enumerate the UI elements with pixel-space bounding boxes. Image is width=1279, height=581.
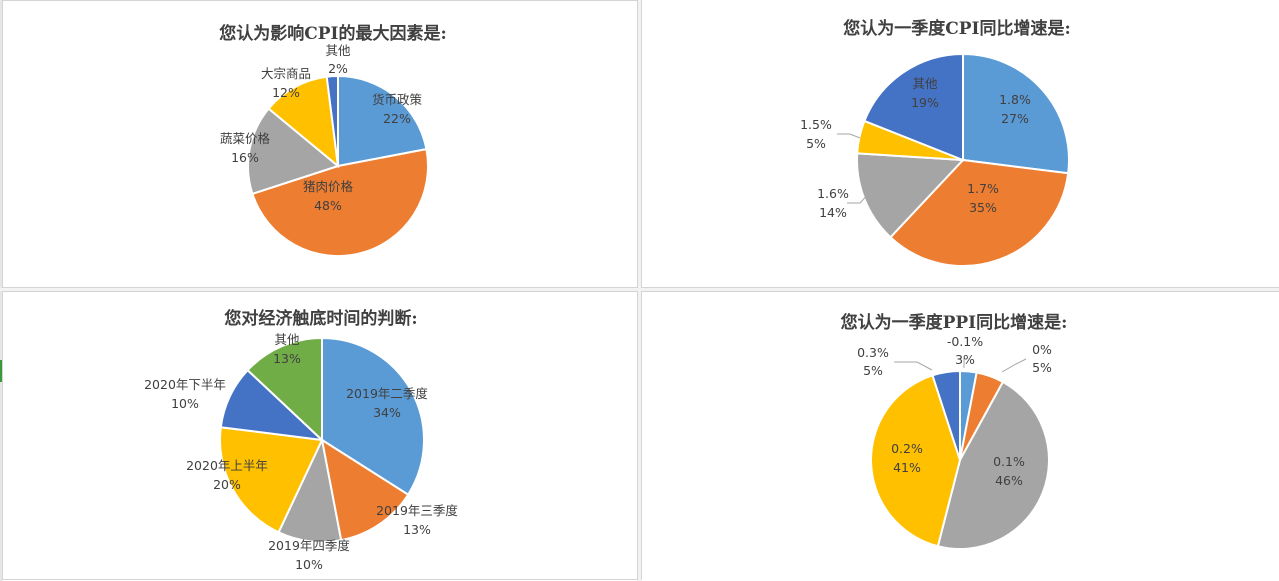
chart-ppi-growth[interactable]: 您认为一季度PPI同比增速是: -0.1% 3% 0% 5% 0.1% 46% 0.2% 41… xyxy=(641,291,1279,580)
slice-category-label: -0.1% xyxy=(947,334,983,349)
slice-category-label: 2019年三季度 xyxy=(376,503,458,518)
pie-svg-ppi-growth: 您认为一季度PPI同比增速是: -0.1% 3% 0% 5% 0.1% 46% 0.2% 41… xyxy=(841,312,1068,550)
slice-percent-label: 46% xyxy=(995,473,1023,488)
pie-slice xyxy=(246,336,323,443)
chart-title: 您认为一季度CPI同比增速是: xyxy=(843,18,1071,39)
slice-percent-label: 13% xyxy=(403,522,431,537)
pie-slice xyxy=(863,52,964,162)
pie-slice xyxy=(337,74,428,168)
slice-percent-label: 20% xyxy=(213,477,241,492)
leader-line xyxy=(847,189,873,204)
pie-slice xyxy=(962,52,1070,175)
slice-percent-label: 48% xyxy=(314,198,342,213)
slice-category-label: 2019年四季度 xyxy=(268,538,350,553)
slice-category-label: 0.3% xyxy=(857,345,889,360)
pie-slice xyxy=(889,158,1070,267)
slice-percent-label: 14% xyxy=(819,205,847,220)
pie-slice xyxy=(931,369,961,461)
slice-category-label: 1.7% xyxy=(967,181,999,196)
pie-slice xyxy=(219,426,324,534)
chart-cpi-growth[interactable]: 您认为一季度CPI同比增速是: 1.8% 27% 1.7% 35% 1.6% 14% 1.5… xyxy=(641,0,1279,288)
row-marker xyxy=(0,360,2,382)
pie-slices xyxy=(219,336,425,543)
pie-slice xyxy=(870,374,962,548)
slice-percent-label: 22% xyxy=(383,111,411,126)
leader-line xyxy=(1001,358,1027,373)
slice-category-label: 其他 xyxy=(912,76,938,91)
pie-labels: 1.8% 27% 1.7% 35% 1.6% 14% 1.5% 5% 其他 19% xyxy=(800,76,1031,220)
vertical-divider xyxy=(638,0,641,581)
chart-title: 您对经济触底时间的判断: xyxy=(224,308,417,329)
slice-category-label: 0.1% xyxy=(993,454,1025,469)
pie-svg-cpi-growth: 您认为一季度CPI同比增速是: 1.8% 27% 1.7% 35% 1.6% 14% 1.5… xyxy=(800,18,1071,267)
pie-labels: 2019年二季度 34% 2019年三季度 13% 2019年四季度 10% 2020年上半… xyxy=(144,332,458,572)
pie-slice xyxy=(320,437,410,542)
pie-slice xyxy=(856,152,966,239)
slice-category-label: 其他 xyxy=(274,332,300,347)
slice-percent-label: 16% xyxy=(231,150,259,165)
pie-svg-cpi-factors: 您认为影响CPI的最大因素是: 货币政策 22% 猪肉价格 48% 蔬菜价格 16% 大宗商… xyxy=(219,23,447,258)
pie-svg-economy-bottom: 您对经济触底时间的判断: 2019年二季度34%2019年三季度13%2019年… xyxy=(144,308,458,572)
slice-percent-label: 12% xyxy=(272,85,300,100)
chart-title: 您认为影响CPI的最大因素是: xyxy=(219,23,447,44)
slice-percent-label: 13% xyxy=(273,351,301,366)
slice-category-label: 1.6% xyxy=(817,186,849,201)
slice-category-label: 货币政策 xyxy=(372,92,423,107)
slice-percent-label: 10% xyxy=(171,396,199,411)
slice-percent-label: 5% xyxy=(863,363,883,378)
chart-title: 您认为一季度PPI同比增速是: xyxy=(841,312,1068,333)
leader-line xyxy=(837,133,861,139)
pie-labels: -0.1% 3% 0% 5% 0.1% 46% 0.2% 41% 0.3% 5% xyxy=(857,334,1052,488)
leader-line xyxy=(894,361,933,371)
pie-slices xyxy=(247,74,430,258)
pie-labels: 货币政策 22% 猪肉价格 48% 蔬菜价格 16% 大宗商品 12% 其他 2% xyxy=(220,43,423,213)
slice-category-label: 0% xyxy=(1032,342,1052,357)
pie-slices xyxy=(856,52,1070,267)
chart-economy-bottom[interactable]: 您对经济触底时间的判断: 2019年二季度 34% 2019年三季度 13% 2019年… xyxy=(2,291,638,580)
chart-cpi-factors[interactable]: 您认为影响CPI的最大因素是: 货币政策 22% 猪肉价格 48% 蔬菜价格 16% 大宗商… xyxy=(2,0,638,288)
slice-percent-label: 5% xyxy=(1032,360,1052,375)
slice-category-label: 1.5% xyxy=(800,117,832,132)
slice-percent-label: 41% xyxy=(893,460,921,475)
slice-category-label: 其他 xyxy=(325,43,351,58)
pie-slice xyxy=(936,380,1050,550)
slice-category-label: 2020年下半年 xyxy=(144,377,226,392)
slice-percent-label: 27% xyxy=(1001,111,1029,126)
slice-category-label: 1.8% xyxy=(999,92,1031,107)
slice-percent-label: 2% xyxy=(328,61,348,76)
slice-category-label: 大宗商品 xyxy=(261,66,311,81)
pie-slice xyxy=(267,75,340,169)
slice-percent-label: 35% xyxy=(969,200,997,215)
slice-category-label: 0.2% xyxy=(891,441,923,456)
slice-category-label: 猪肉价格 xyxy=(303,179,354,194)
slice-category-label: 2019年二季度 xyxy=(346,386,428,401)
slice-percent-label: 10% xyxy=(295,557,323,572)
slice-percent-label: 19% xyxy=(911,95,939,110)
pie-slice xyxy=(251,147,430,258)
pie-slice xyxy=(247,107,341,196)
slice-percent-label: 5% xyxy=(806,136,826,151)
slice-percent-label: 34% xyxy=(373,405,401,420)
slice-category-label: 2020年上半年 xyxy=(186,458,268,473)
pie-slice xyxy=(325,74,339,167)
pie-slices xyxy=(870,369,1050,550)
slice-percent-label: 3% xyxy=(955,352,975,367)
slice-category-label: 蔬菜价格 xyxy=(220,131,271,146)
